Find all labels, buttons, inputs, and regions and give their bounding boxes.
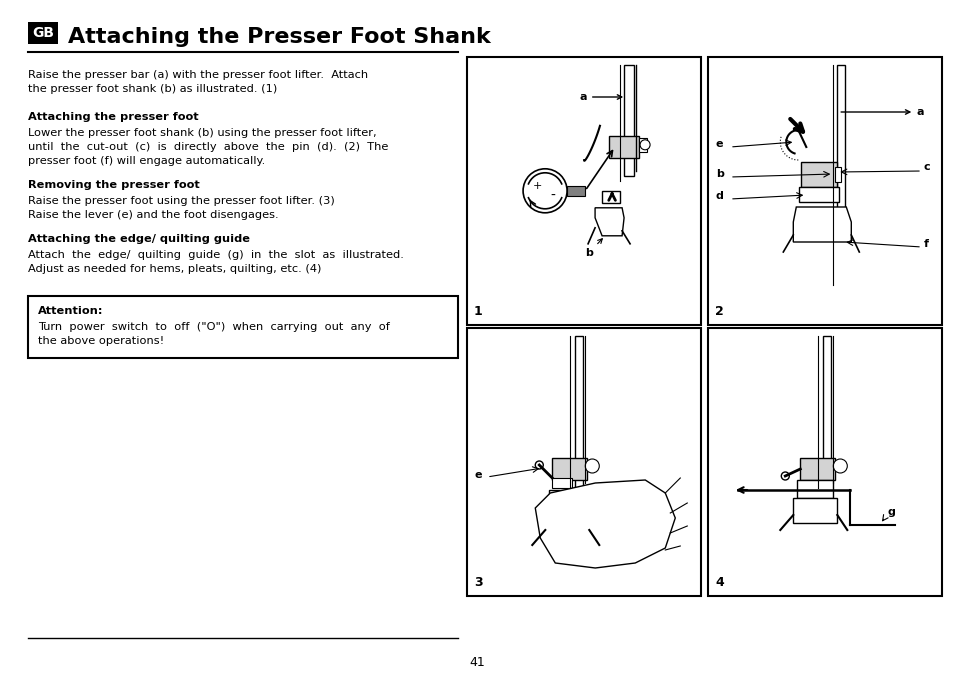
Text: a: a — [841, 107, 923, 117]
Bar — [601, 191, 619, 203]
Bar — [797, 480, 832, 498]
Bar — [566, 186, 584, 196]
Bar — [799, 187, 839, 202]
Text: Removing the presser foot: Removing the presser foot — [28, 180, 199, 190]
Bar — [549, 490, 585, 508]
Text: 1: 1 — [474, 305, 482, 318]
Bar — [793, 498, 837, 523]
Text: the above operations!: the above operations! — [38, 336, 164, 346]
Text: b: b — [584, 239, 601, 258]
Polygon shape — [793, 207, 850, 242]
Bar — [639, 138, 646, 152]
Text: e: e — [475, 470, 482, 480]
Bar — [822, 336, 830, 491]
Text: g: g — [886, 507, 894, 517]
Bar — [467, 57, 700, 325]
Text: Attach  the  edge/  quilting  guide  (g)  in  the  slot  as  illustrated.: Attach the edge/ quilting guide (g) in t… — [28, 250, 403, 260]
Text: Adjust as needed for hems, pleats, quilting, etc. (4): Adjust as needed for hems, pleats, quilt… — [28, 264, 321, 274]
Bar — [575, 336, 582, 491]
Bar — [552, 478, 572, 488]
Circle shape — [535, 461, 542, 469]
Circle shape — [781, 472, 788, 480]
Bar — [707, 328, 941, 596]
Bar — [467, 328, 700, 596]
Text: b: b — [716, 169, 723, 179]
Bar — [707, 57, 941, 325]
Bar — [801, 162, 837, 187]
Text: Raise the presser bar (a) with the presser foot lifter.  Attach: Raise the presser bar (a) with the press… — [28, 70, 368, 80]
Bar — [835, 167, 841, 182]
Text: presser foot (f) will engage automatically.: presser foot (f) will engage automatical… — [28, 156, 265, 166]
Bar — [552, 458, 587, 480]
Polygon shape — [595, 208, 623, 236]
Text: 4: 4 — [714, 576, 723, 589]
Text: Attaching the Presser Foot Shank: Attaching the Presser Foot Shank — [68, 27, 490, 47]
Bar — [608, 136, 639, 157]
Circle shape — [639, 140, 649, 150]
Text: +: + — [532, 181, 541, 191]
Text: Attention:: Attention: — [38, 306, 103, 316]
Bar — [837, 65, 844, 226]
Text: -: - — [550, 189, 555, 203]
Circle shape — [522, 169, 566, 213]
Text: Raise the presser foot using the presser foot lifter. (3): Raise the presser foot using the presser… — [28, 196, 335, 206]
Text: 3: 3 — [474, 576, 482, 589]
Text: Turn  power  switch  to  off  ("O")  when  carrying  out  any  of: Turn power switch to off ("O") when carr… — [38, 322, 390, 332]
Bar — [28, 296, 457, 358]
Text: Raise the lever (e) and the foot disengages.: Raise the lever (e) and the foot disenga… — [28, 210, 278, 220]
Text: f: f — [923, 239, 928, 249]
Bar — [623, 65, 634, 176]
Polygon shape — [535, 480, 675, 568]
Text: 41: 41 — [469, 656, 484, 669]
Text: a: a — [579, 92, 621, 102]
Circle shape — [832, 459, 846, 473]
Text: the presser foot shank (b) as illustrated. (1): the presser foot shank (b) as illustrate… — [28, 84, 277, 94]
Text: Attaching the edge/ quilting guide: Attaching the edge/ quilting guide — [28, 234, 250, 244]
Text: d: d — [716, 191, 723, 201]
Text: e: e — [716, 139, 722, 149]
Bar — [800, 458, 835, 480]
Text: c: c — [923, 162, 929, 172]
Text: GB: GB — [32, 26, 54, 40]
Text: Attaching the presser foot: Attaching the presser foot — [28, 112, 198, 122]
Text: until  the  cut-out  (c)  is  directly  above  the  pin  (d).  (2)  The: until the cut-out (c) is directly above … — [28, 142, 388, 152]
Bar — [28, 22, 58, 44]
Text: Lower the presser foot shank (b) using the presser foot lifter,: Lower the presser foot shank (b) using t… — [28, 128, 376, 138]
Text: 2: 2 — [714, 305, 723, 318]
Bar — [545, 508, 589, 538]
Circle shape — [585, 459, 598, 473]
